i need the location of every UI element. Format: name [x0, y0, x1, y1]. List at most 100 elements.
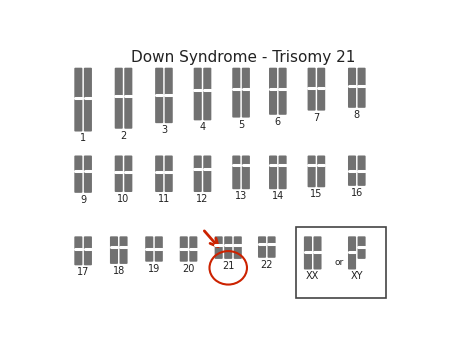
FancyBboxPatch shape [74, 156, 82, 171]
FancyBboxPatch shape [164, 68, 173, 96]
FancyBboxPatch shape [269, 165, 277, 189]
FancyBboxPatch shape [74, 170, 82, 193]
FancyBboxPatch shape [357, 156, 365, 171]
FancyBboxPatch shape [124, 68, 132, 97]
FancyBboxPatch shape [234, 236, 242, 245]
FancyBboxPatch shape [308, 156, 316, 165]
FancyBboxPatch shape [317, 68, 325, 88]
Text: Down Syndrome - Trisomy 21: Down Syndrome - Trisomy 21 [131, 50, 355, 66]
FancyBboxPatch shape [279, 68, 287, 90]
FancyBboxPatch shape [267, 243, 275, 258]
FancyBboxPatch shape [234, 244, 242, 259]
FancyBboxPatch shape [269, 156, 277, 166]
Text: 8: 8 [354, 110, 360, 120]
FancyBboxPatch shape [242, 165, 250, 189]
Text: 5: 5 [238, 119, 244, 130]
FancyBboxPatch shape [203, 156, 211, 170]
FancyBboxPatch shape [348, 68, 356, 87]
FancyBboxPatch shape [194, 156, 202, 170]
FancyBboxPatch shape [304, 251, 312, 269]
Text: 10: 10 [118, 194, 130, 204]
FancyBboxPatch shape [258, 243, 266, 258]
FancyBboxPatch shape [317, 87, 325, 111]
FancyBboxPatch shape [84, 68, 92, 98]
Text: 16: 16 [351, 188, 363, 198]
Text: XX: XX [306, 272, 319, 281]
FancyBboxPatch shape [232, 88, 240, 118]
Text: 6: 6 [275, 117, 281, 127]
FancyBboxPatch shape [189, 249, 197, 262]
FancyBboxPatch shape [124, 96, 132, 129]
FancyBboxPatch shape [357, 247, 365, 259]
Text: 19: 19 [148, 264, 160, 274]
FancyBboxPatch shape [124, 156, 132, 172]
FancyBboxPatch shape [269, 89, 277, 115]
Text: 4: 4 [200, 122, 206, 132]
FancyBboxPatch shape [115, 156, 123, 172]
FancyBboxPatch shape [84, 170, 92, 193]
FancyBboxPatch shape [304, 236, 312, 252]
FancyBboxPatch shape [194, 68, 202, 90]
FancyBboxPatch shape [348, 86, 356, 108]
FancyBboxPatch shape [357, 68, 365, 87]
FancyBboxPatch shape [180, 236, 188, 249]
FancyBboxPatch shape [357, 236, 365, 247]
FancyBboxPatch shape [242, 88, 250, 118]
FancyBboxPatch shape [232, 156, 240, 166]
Text: 12: 12 [196, 194, 209, 204]
FancyBboxPatch shape [189, 236, 197, 249]
FancyBboxPatch shape [115, 171, 123, 192]
FancyBboxPatch shape [74, 236, 82, 249]
Text: 2: 2 [120, 131, 127, 141]
FancyBboxPatch shape [180, 249, 188, 262]
FancyBboxPatch shape [84, 249, 92, 265]
FancyBboxPatch shape [348, 170, 356, 186]
FancyBboxPatch shape [110, 236, 118, 248]
FancyBboxPatch shape [348, 156, 356, 171]
FancyBboxPatch shape [110, 247, 118, 264]
FancyBboxPatch shape [155, 249, 163, 262]
FancyBboxPatch shape [317, 156, 325, 165]
FancyBboxPatch shape [164, 95, 173, 123]
FancyBboxPatch shape [215, 244, 223, 259]
FancyBboxPatch shape [267, 236, 275, 244]
FancyBboxPatch shape [84, 97, 92, 131]
Text: 3: 3 [161, 125, 167, 135]
FancyBboxPatch shape [194, 169, 202, 192]
FancyBboxPatch shape [308, 164, 316, 187]
FancyBboxPatch shape [155, 68, 163, 96]
FancyBboxPatch shape [203, 169, 211, 192]
FancyBboxPatch shape [164, 171, 173, 192]
Text: 22: 22 [261, 260, 273, 270]
Text: 7: 7 [313, 113, 319, 123]
Text: 14: 14 [272, 191, 284, 201]
Text: 17: 17 [77, 267, 89, 277]
FancyBboxPatch shape [145, 249, 153, 262]
FancyBboxPatch shape [84, 236, 92, 249]
FancyBboxPatch shape [242, 156, 250, 166]
FancyBboxPatch shape [155, 236, 163, 249]
FancyBboxPatch shape [348, 236, 356, 252]
FancyBboxPatch shape [115, 96, 123, 129]
FancyBboxPatch shape [155, 156, 163, 172]
Text: 20: 20 [182, 264, 195, 274]
FancyBboxPatch shape [74, 97, 82, 131]
FancyBboxPatch shape [279, 156, 287, 166]
FancyBboxPatch shape [269, 68, 277, 90]
Text: 9: 9 [80, 195, 86, 205]
FancyBboxPatch shape [145, 236, 153, 249]
FancyBboxPatch shape [203, 90, 211, 121]
FancyBboxPatch shape [258, 236, 266, 244]
FancyBboxPatch shape [194, 90, 202, 121]
FancyBboxPatch shape [308, 68, 316, 88]
FancyBboxPatch shape [119, 236, 128, 248]
FancyBboxPatch shape [357, 170, 365, 186]
FancyBboxPatch shape [215, 236, 223, 245]
FancyBboxPatch shape [357, 86, 365, 108]
Text: or: or [335, 258, 344, 267]
Text: XY: XY [351, 272, 363, 281]
FancyBboxPatch shape [279, 89, 287, 115]
FancyBboxPatch shape [164, 156, 173, 172]
Text: 21: 21 [222, 261, 235, 271]
FancyBboxPatch shape [313, 236, 321, 252]
